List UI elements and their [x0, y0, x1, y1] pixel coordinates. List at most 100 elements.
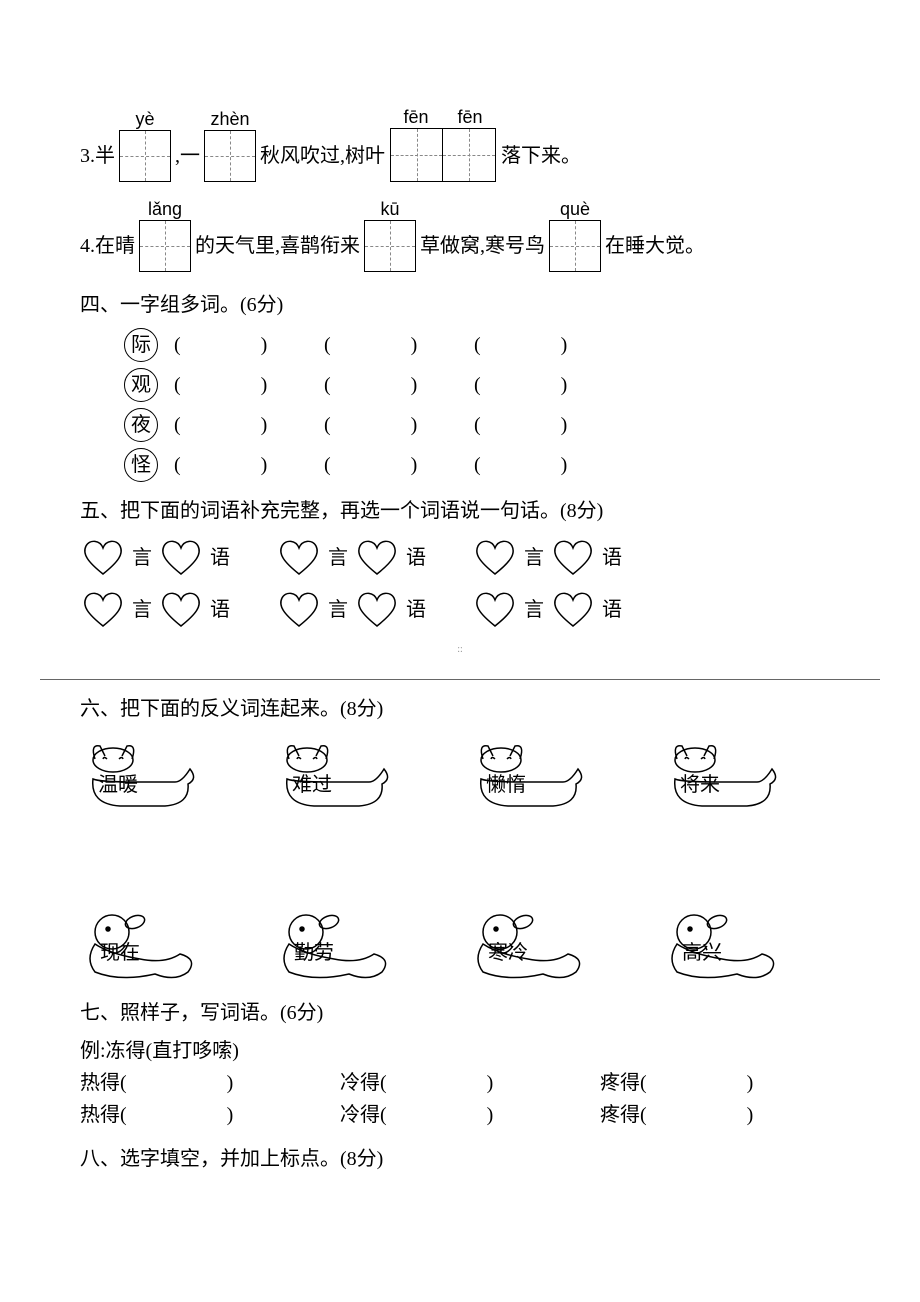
idiom-row-2: 言 语 言 语 言 语 [80, 590, 880, 630]
q4-t2: 的天气里,喜鹊衔来 [195, 220, 360, 272]
blank-paren[interactable]: ( ) [324, 330, 474, 360]
sec7-lengde[interactable]: 冷得( ) [340, 1100, 600, 1130]
heart-icon [550, 538, 596, 578]
sec7-rede[interactable]: 热得( ) [80, 1068, 340, 1098]
cat-label: 懒惰 [486, 770, 526, 800]
blank-paren[interactable]: ( ) [174, 410, 324, 440]
yu-label: 语 [210, 595, 230, 625]
pinyin-fen-a: fēn [389, 108, 443, 126]
char-grid [364, 220, 416, 272]
yu-label: 语 [406, 543, 426, 573]
sec7-tengde[interactable]: 疼得( ) [600, 1100, 860, 1130]
sec7-row-2: 热得( ) 冷得( ) 疼得( ) [80, 1100, 880, 1130]
heart-icon [354, 538, 400, 578]
blank-paren[interactable]: ( ) [174, 450, 324, 480]
char-box-fenfen[interactable]: fēn fēn [389, 108, 497, 182]
blank-paren[interactable]: ( ) [324, 450, 474, 480]
yan-label: 言 [132, 543, 152, 573]
char-box-que[interactable]: què [549, 200, 601, 272]
seal-label: 高兴 [682, 938, 722, 968]
char-box-zhen[interactable]: zhèn [204, 110, 256, 182]
char-box-ye[interactable]: yè [119, 110, 171, 182]
idiom-blank[interactable]: 言 语 [472, 538, 622, 578]
q3-t4: 落下来。 [501, 130, 581, 182]
idiom-row-1: 言 语 言 语 言 语 [80, 538, 880, 578]
sec7-tengde[interactable]: 疼得( ) [600, 1068, 860, 1098]
blank-paren[interactable]: ( ) [474, 330, 624, 360]
heart-icon [472, 590, 518, 630]
char-box-lang[interactable]: lǎng [139, 200, 191, 272]
section-6-heading: 六、把下面的反义词连起来。(8分) [80, 694, 880, 724]
heart-icon [80, 590, 126, 630]
char-grid [139, 220, 191, 272]
yan-label: 言 [132, 595, 152, 625]
heart-icon [472, 538, 518, 578]
seal-hanleng[interactable]: 寒冷 [468, 904, 588, 984]
cat-jianglai[interactable]: 将来 [662, 734, 782, 814]
yu-label: 语 [602, 595, 622, 625]
cat-label: 温暖 [98, 770, 138, 800]
idiom-blank[interactable]: 言 语 [276, 590, 426, 630]
section-5-heading: 五、把下面的词语补充完整，再选一个词语说一句话。(8分) [80, 496, 880, 526]
sec7-lengde[interactable]: 冷得( ) [340, 1068, 600, 1098]
cat-label: 将来 [680, 770, 720, 800]
antonym-seals-row: 现在 勤劳 寒冷 高兴 [80, 904, 880, 984]
yan-label: 言 [328, 595, 348, 625]
section-7: 例:冻得(直打哆嗦) 热得( ) 冷得( ) 疼得( ) 热得( ) 冷得( )… [80, 1036, 880, 1130]
heart-icon [276, 590, 322, 630]
section-8-heading: 八、选字填空，并加上标点。(8分) [80, 1144, 880, 1174]
section-7-heading: 七、照样子，写词语。(6分) [80, 998, 880, 1028]
char-grid [204, 130, 256, 182]
idiom-blank[interactable]: 言 语 [276, 538, 426, 578]
seal-label: 勤劳 [294, 938, 334, 968]
blank-paren[interactable]: ( ) [324, 370, 474, 400]
pagination-dot: :: [40, 642, 880, 657]
cat-wennuan[interactable]: 温暖 [80, 734, 200, 814]
circle-char-guai: 怪 [124, 448, 158, 482]
blank-paren[interactable]: ( ) [174, 370, 324, 400]
cat-nanguo[interactable]: 难过 [274, 734, 394, 814]
circle-char-ji: 际 [124, 328, 158, 362]
circle-char-guan: 观 [124, 368, 158, 402]
blank-paren[interactable]: ( ) [174, 330, 324, 360]
blank-paren[interactable]: ( ) [474, 410, 624, 440]
sec7-row-1: 热得( ) 冷得( ) 疼得( ) [80, 1068, 880, 1098]
antonym-cats-row: 温暖 难过 懒惰 将来 [80, 734, 880, 814]
sec4-row-ji: 际 ( ) ( ) ( ) [124, 328, 880, 362]
section-5: 言 语 言 语 言 语 言 语 言 语 [40, 538, 880, 630]
idiom-blank[interactable]: 言 语 [80, 590, 230, 630]
heart-icon [158, 590, 204, 630]
char-grid [119, 130, 171, 182]
blank-paren[interactable]: ( ) [474, 370, 624, 400]
pinyin-que: què [560, 200, 590, 218]
pinyin-zhen: zhèn [210, 110, 249, 128]
q3-t3: 秋风吹过,树叶 [260, 130, 385, 182]
cat-label: 难过 [292, 770, 332, 800]
q4-num: 4. [80, 220, 95, 272]
cat-landuo[interactable]: 懒惰 [468, 734, 588, 814]
sec7-rede[interactable]: 热得( ) [80, 1100, 340, 1130]
heart-icon [276, 538, 322, 578]
pinyin-ye: yè [135, 110, 154, 128]
seal-gaoxing[interactable]: 高兴 [662, 904, 782, 984]
section-4: 际 ( ) ( ) ( ) 观 ( ) ( ) ( ) 夜 ( ) ( ) ( … [80, 328, 880, 482]
blank-paren[interactable]: ( ) [474, 450, 624, 480]
matching-space[interactable] [40, 824, 880, 894]
char-box-ku[interactable]: kū [364, 200, 416, 272]
idiom-blank[interactable]: 言 语 [472, 590, 622, 630]
yu-label: 语 [406, 595, 426, 625]
yu-label: 语 [210, 543, 230, 573]
blank-paren[interactable]: ( ) [324, 410, 474, 440]
pinyin-lang: lǎng [148, 200, 182, 218]
seal-qinlao[interactable]: 勤劳 [274, 904, 394, 984]
heart-icon [354, 590, 400, 630]
section-4-heading: 四、一字组多词。(6分) [80, 290, 880, 320]
seal-xianzai[interactable]: 现在 [80, 904, 200, 984]
section-divider [40, 679, 880, 680]
q3-t2: ,一 [175, 130, 200, 182]
heart-icon [550, 590, 596, 630]
idiom-blank[interactable]: 言 语 [80, 538, 230, 578]
sec4-row-guai: 怪 ( ) ( ) ( ) [124, 448, 880, 482]
q4-t4: 在睡大觉。 [605, 220, 705, 272]
sec7-example: 例:冻得(直打哆嗦) [80, 1036, 880, 1066]
